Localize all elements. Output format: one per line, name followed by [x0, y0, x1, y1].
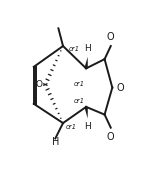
Text: or1: or1	[68, 46, 79, 52]
Text: H: H	[84, 122, 91, 131]
Text: or1: or1	[74, 81, 85, 87]
Polygon shape	[84, 57, 88, 69]
Text: O: O	[116, 83, 124, 93]
Text: O: O	[36, 80, 43, 89]
Text: H: H	[84, 44, 91, 53]
Text: or1: or1	[66, 124, 77, 130]
Text: O: O	[107, 32, 115, 42]
Text: or1: or1	[74, 99, 85, 104]
Text: H: H	[52, 137, 59, 147]
Polygon shape	[84, 107, 88, 119]
Text: O: O	[107, 132, 115, 142]
